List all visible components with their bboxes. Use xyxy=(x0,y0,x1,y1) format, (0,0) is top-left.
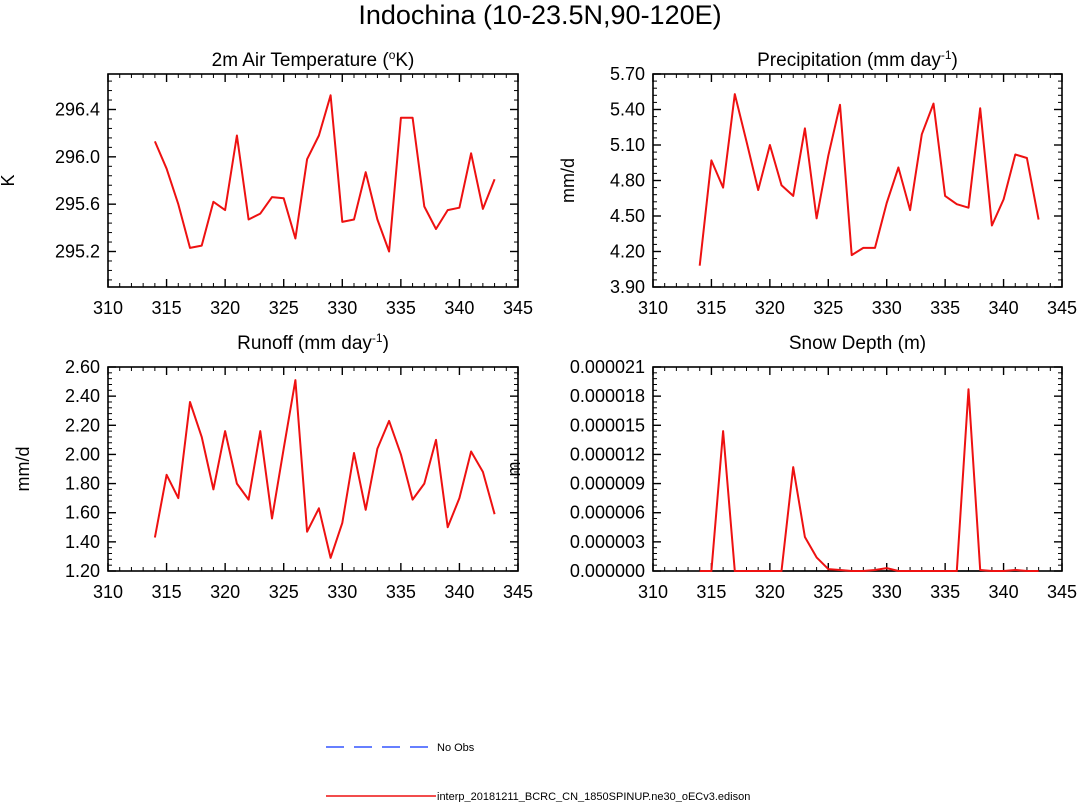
y-axis-label: K xyxy=(0,174,18,186)
y-tick-label: 2.20 xyxy=(65,415,100,435)
x-tick-label: 325 xyxy=(813,298,843,318)
y-tick-label: 1.80 xyxy=(65,474,100,494)
x-tick-label: 345 xyxy=(1047,582,1077,602)
x-tick-label: 310 xyxy=(638,582,668,602)
x-tick-label: 340 xyxy=(444,298,474,318)
panel-title: 2m Air Temperature (oK) xyxy=(212,48,415,71)
x-tick-label: 315 xyxy=(152,298,182,318)
x-tick-label: 330 xyxy=(327,582,357,602)
panel-3: Runoff (mm day-1) 310 315 320 325 330 335 340 34… xyxy=(13,331,533,602)
x-tick-label: 315 xyxy=(696,298,726,318)
y-tick-label: 0.000000 xyxy=(570,561,645,581)
y-tick-label: 0.000012 xyxy=(570,444,645,464)
y-axis-label: mm/d xyxy=(13,447,33,492)
series-line-1 xyxy=(153,94,496,253)
x-tick-label: 335 xyxy=(930,582,960,602)
y-tick-label: 1.40 xyxy=(65,532,100,552)
y-tick-label: 4.80 xyxy=(610,171,645,191)
y-tick-label: 296.4 xyxy=(55,100,100,120)
y-tick-label: 0.000006 xyxy=(570,503,645,523)
x-tick-label: 330 xyxy=(327,298,357,318)
y-tick-label: 5.10 xyxy=(610,135,645,155)
x-tick-label: 310 xyxy=(93,582,123,602)
x-tick-label: 320 xyxy=(755,298,785,318)
plot-frame xyxy=(652,73,1063,288)
y-tick-label: 295.2 xyxy=(55,242,100,262)
y-tick-label: 0.000015 xyxy=(570,415,645,435)
x-tick-label: 340 xyxy=(444,582,474,602)
panel-title: Precipitation (mm day-1) xyxy=(757,48,958,71)
legend: No Obs interp_20181211_BCRC_CN_1850SPINU… xyxy=(326,742,750,802)
plot-frame xyxy=(107,73,519,288)
x-tick-label: 345 xyxy=(503,298,533,318)
series-line-1 xyxy=(699,388,1039,572)
legend-model-label: interp_20181211_BCRC_CN_1850SPINUP.ne30_… xyxy=(437,791,750,802)
y-axis-label: m xyxy=(504,462,524,477)
y-tick-label: 5.70 xyxy=(610,64,645,84)
x-tick-label: 310 xyxy=(638,298,668,318)
x-tick-label: 345 xyxy=(503,582,533,602)
x-tick-label: 345 xyxy=(1047,298,1077,318)
series-line-1 xyxy=(698,93,1040,266)
x-tick-label: 320 xyxy=(210,298,240,318)
x-tick-label: 315 xyxy=(152,582,182,602)
figure-title: Indochina (10-23.5N,90-120E) xyxy=(358,0,721,30)
y-tick-label: 296.0 xyxy=(55,147,100,167)
x-tick-label: 325 xyxy=(813,582,843,602)
series-line-1 xyxy=(153,379,496,559)
x-tick-label: 320 xyxy=(755,582,785,602)
y-tick-label: 1.60 xyxy=(65,503,100,523)
y-tick-label: 1.20 xyxy=(65,561,100,581)
x-tick-label: 335 xyxy=(386,582,416,602)
y-tick-label: 2.00 xyxy=(65,444,100,464)
x-tick-label: 325 xyxy=(269,298,299,318)
x-tick-label: 320 xyxy=(210,582,240,602)
x-tick-label: 330 xyxy=(872,298,902,318)
y-axis-label: mm/d xyxy=(558,158,578,203)
y-tick-label: 295.6 xyxy=(55,194,100,214)
x-tick-label: 315 xyxy=(696,582,726,602)
panel-1: 2m Air Temperature (oK) 310 315 320 325 330 33… xyxy=(0,48,533,318)
x-tick-label: 335 xyxy=(930,298,960,318)
chart-panels: 2m Air Temperature (oK) 310 315 320 325 330 33… xyxy=(0,48,1077,602)
x-tick-label: 310 xyxy=(93,298,123,318)
x-tick-label: 340 xyxy=(989,298,1019,318)
x-tick-label: 340 xyxy=(989,582,1019,602)
x-tick-label: 325 xyxy=(269,582,299,602)
panel-4: Snow Depth (m) 310 315 320 325 330 335 340 345 0.… xyxy=(504,333,1077,602)
legend-obs-label: No Obs xyxy=(437,742,475,754)
plot-frame xyxy=(107,366,519,572)
x-tick-label: 335 xyxy=(386,298,416,318)
y-tick-label: 0.000009 xyxy=(570,474,645,494)
x-tick-label: 330 xyxy=(872,582,902,602)
y-tick-label: 0.000018 xyxy=(570,386,645,406)
y-tick-label: 5.40 xyxy=(610,100,645,120)
y-tick-label: 0.000003 xyxy=(570,532,645,552)
panel-title: Runoff (mm day-1) xyxy=(237,331,389,354)
y-tick-label: 2.40 xyxy=(65,386,100,406)
y-tick-label: 0.000021 xyxy=(570,357,645,377)
y-tick-label: 2.60 xyxy=(65,357,100,377)
y-tick-label: 3.90 xyxy=(610,277,645,297)
y-tick-label: 4.50 xyxy=(610,206,645,226)
y-tick-label: 4.20 xyxy=(610,242,645,262)
panel-2: Precipitation (mm day-1) 310 315 320 325 330 3… xyxy=(558,48,1077,318)
panel-title: Snow Depth (m) xyxy=(789,333,926,354)
